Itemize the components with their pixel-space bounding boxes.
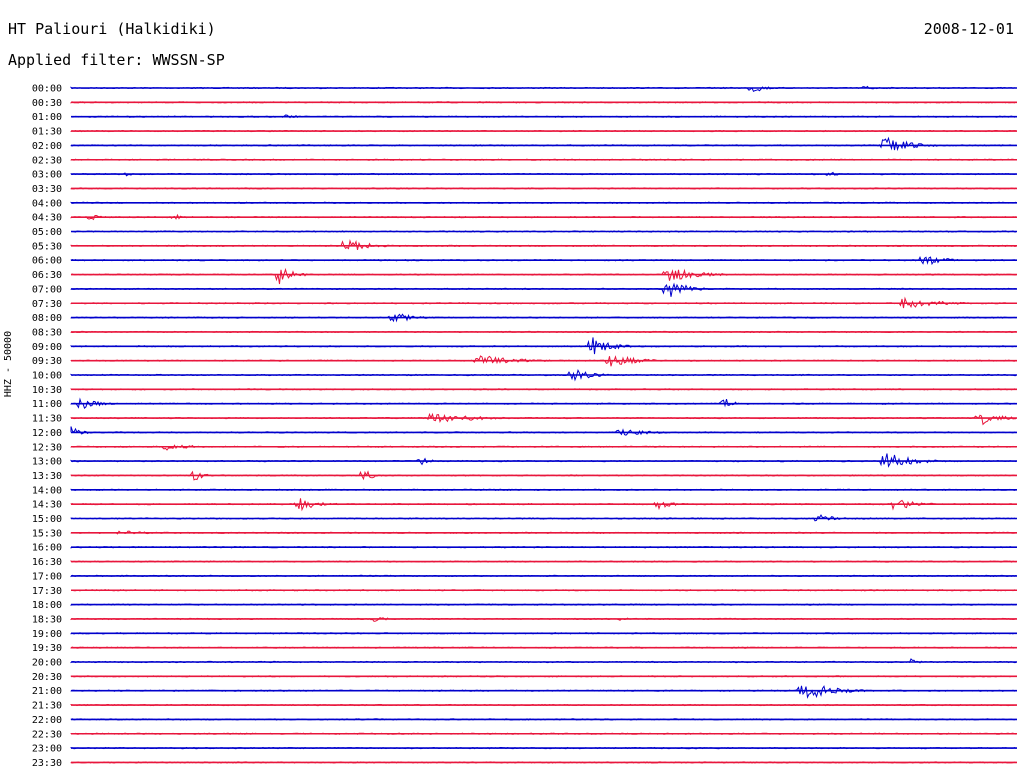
row-time-label: 10:30 [32,385,62,396]
row-time-label: 05:00 [32,227,62,238]
row-time-label: 02:00 [32,141,62,152]
row-time-label: 15:30 [32,528,62,539]
row-time-label: 21:30 [32,701,62,712]
row-time-label: 05:30 [32,241,62,252]
row-time-label: 20:00 [32,658,62,669]
station-title: HT Paliouri (Halkidiki) [8,20,216,38]
trace-line [70,453,1017,468]
row-time-label: 11:30 [32,414,62,425]
trace-line [70,685,1017,699]
row-time-label: 17:30 [32,586,62,597]
row-time-label: 19:00 [32,629,62,640]
row-time-label: 20:30 [32,672,62,683]
row-time-label: 17:00 [32,571,62,582]
row-time-label: 12:30 [32,442,62,453]
row-time-label: 02:30 [32,155,62,166]
row-time-label: 01:00 [32,112,62,123]
row-time-label: 08:30 [32,327,62,338]
trace-line [70,412,1017,426]
trace-line [70,282,1017,297]
row-time-label: 23:00 [32,744,62,755]
row-time-label: 08:00 [32,313,62,324]
row-time-label: 16:30 [32,557,62,568]
row-time-label: 09:00 [32,342,62,353]
row-time-label: 10:00 [32,371,62,382]
row-time-label: 03:30 [32,184,62,195]
row-time-label: 16:00 [32,543,62,554]
row-time-label: 22:00 [32,715,62,726]
filter-label: Applied filter: WWSSN-SP [8,51,225,69]
row-time-label: 23:30 [32,758,62,769]
row-time-label: 13:30 [32,471,62,482]
row-time-label: 22:30 [32,729,62,740]
row-time-label: 12:00 [32,428,62,439]
row-time-label: 14:30 [32,500,62,511]
row-time-label: 01:30 [32,127,62,138]
row-time-label: 14:00 [32,485,62,496]
row-time-label: 15:00 [32,514,62,525]
date-label: 2008-12-01 [923,20,1014,38]
trace-line [70,267,1016,285]
row-time-label: 04:30 [32,213,62,224]
row-time-label: 07:30 [32,299,62,310]
row-time-label: 06:30 [32,270,62,281]
row-time-label: 09:30 [32,356,62,367]
row-time-label: 11:00 [32,399,62,410]
row-time-label: 13:00 [32,457,62,468]
row-time-label: 00:30 [32,98,62,109]
row-time-label: 21:00 [32,686,62,697]
trace-line [70,136,1017,152]
row-time-label: 03:00 [32,170,62,181]
row-time-label: 18:00 [32,600,62,611]
row-time-label: 07:00 [32,284,62,295]
trace-line [70,426,1017,436]
row-time-label: 18:30 [32,614,62,625]
row-time-label: 06:00 [32,256,62,267]
row-time-label: 04:00 [32,198,62,209]
row-time-label: 00:00 [32,84,62,95]
row-time-label: 19:30 [32,643,62,654]
